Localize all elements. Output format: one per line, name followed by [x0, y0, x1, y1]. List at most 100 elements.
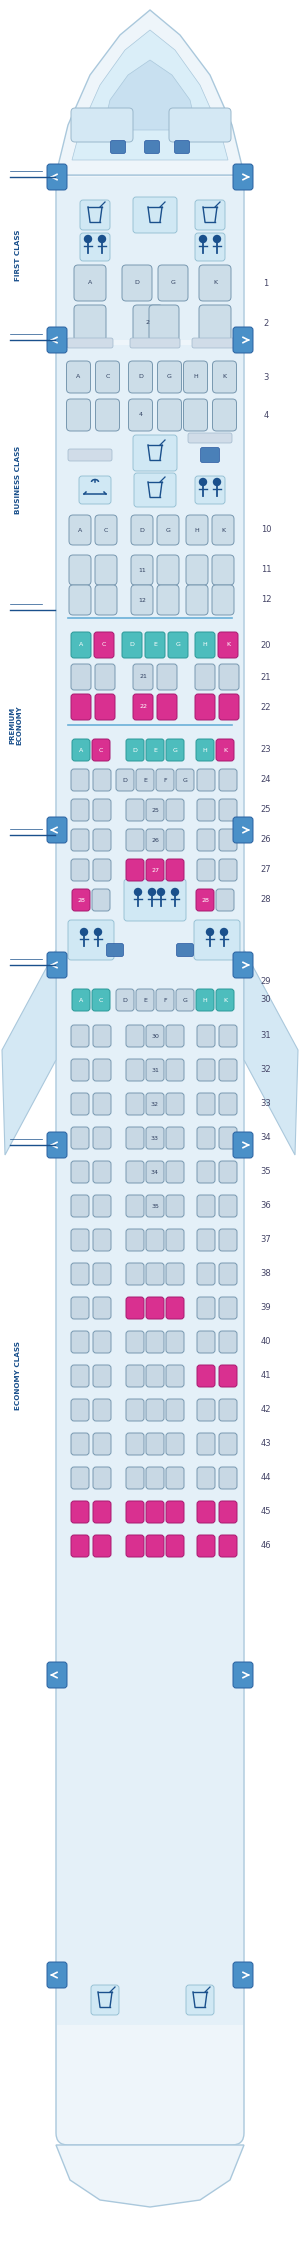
FancyBboxPatch shape — [196, 889, 214, 911]
FancyBboxPatch shape — [166, 1365, 184, 1387]
FancyBboxPatch shape — [197, 1026, 215, 1046]
FancyBboxPatch shape — [166, 1060, 184, 1082]
Text: BUSINESS CLASS: BUSINESS CLASS — [15, 447, 21, 514]
FancyBboxPatch shape — [69, 514, 91, 546]
Text: 40: 40 — [261, 1338, 271, 1347]
FancyBboxPatch shape — [219, 1502, 237, 1522]
Text: 41: 41 — [261, 1372, 271, 1381]
Polygon shape — [56, 9, 244, 175]
FancyBboxPatch shape — [197, 1228, 215, 1250]
FancyBboxPatch shape — [194, 920, 240, 961]
FancyBboxPatch shape — [126, 1298, 144, 1320]
FancyBboxPatch shape — [93, 1399, 111, 1421]
Text: 26: 26 — [261, 835, 271, 844]
Text: 12: 12 — [138, 597, 146, 602]
Text: FIRST CLASS: FIRST CLASS — [15, 229, 21, 281]
FancyBboxPatch shape — [95, 694, 115, 721]
FancyBboxPatch shape — [197, 1264, 215, 1284]
Text: 38: 38 — [261, 1268, 272, 1277]
Text: H: H — [195, 528, 200, 532]
FancyBboxPatch shape — [47, 1131, 67, 1158]
FancyBboxPatch shape — [91, 1985, 119, 2016]
FancyBboxPatch shape — [186, 1985, 214, 2016]
Text: E: E — [143, 777, 147, 784]
FancyBboxPatch shape — [197, 1298, 215, 1320]
FancyBboxPatch shape — [145, 633, 165, 658]
FancyBboxPatch shape — [71, 1264, 89, 1284]
Text: 22: 22 — [139, 705, 147, 709]
Circle shape — [158, 889, 164, 896]
FancyBboxPatch shape — [158, 361, 182, 393]
FancyBboxPatch shape — [134, 474, 176, 507]
FancyBboxPatch shape — [195, 200, 225, 229]
FancyBboxPatch shape — [71, 1536, 89, 1558]
Text: K: K — [223, 997, 227, 1004]
FancyBboxPatch shape — [93, 1331, 111, 1354]
FancyBboxPatch shape — [126, 1127, 144, 1149]
FancyBboxPatch shape — [67, 361, 91, 393]
Text: 22: 22 — [261, 703, 271, 712]
FancyBboxPatch shape — [197, 1365, 215, 1387]
Text: 32: 32 — [261, 1066, 271, 1075]
FancyBboxPatch shape — [166, 860, 184, 880]
FancyBboxPatch shape — [122, 265, 152, 301]
Text: 45: 45 — [261, 1506, 271, 1518]
FancyBboxPatch shape — [71, 665, 91, 689]
Text: 33: 33 — [151, 1136, 159, 1140]
FancyBboxPatch shape — [68, 449, 112, 460]
Polygon shape — [103, 61, 197, 130]
Text: 4: 4 — [263, 411, 268, 420]
FancyBboxPatch shape — [176, 770, 194, 790]
Text: A: A — [79, 642, 83, 647]
FancyBboxPatch shape — [126, 739, 144, 761]
FancyBboxPatch shape — [176, 990, 194, 1010]
Text: 31: 31 — [151, 1069, 159, 1073]
FancyBboxPatch shape — [216, 739, 234, 761]
FancyBboxPatch shape — [233, 1962, 253, 1989]
FancyBboxPatch shape — [71, 633, 91, 658]
FancyBboxPatch shape — [131, 555, 153, 586]
Text: 21: 21 — [139, 674, 147, 680]
FancyBboxPatch shape — [166, 1432, 184, 1455]
Text: 30: 30 — [151, 1033, 159, 1039]
FancyBboxPatch shape — [146, 1365, 164, 1387]
FancyBboxPatch shape — [130, 339, 180, 348]
Text: G: G — [167, 375, 172, 379]
FancyBboxPatch shape — [219, 1298, 237, 1320]
Text: 11: 11 — [138, 568, 146, 572]
Text: 33: 33 — [261, 1100, 272, 1109]
FancyBboxPatch shape — [166, 1194, 184, 1217]
FancyBboxPatch shape — [80, 233, 110, 260]
FancyBboxPatch shape — [199, 265, 231, 301]
FancyBboxPatch shape — [219, 860, 237, 880]
Polygon shape — [2, 950, 56, 1154]
FancyBboxPatch shape — [126, 1161, 144, 1183]
Text: F: F — [163, 777, 167, 784]
FancyBboxPatch shape — [157, 665, 177, 689]
FancyBboxPatch shape — [195, 633, 215, 658]
FancyBboxPatch shape — [216, 889, 234, 911]
Text: 27: 27 — [151, 867, 159, 873]
FancyBboxPatch shape — [233, 817, 253, 844]
FancyBboxPatch shape — [92, 739, 110, 761]
Text: 31: 31 — [261, 1030, 271, 1039]
Circle shape — [172, 889, 178, 896]
FancyBboxPatch shape — [106, 943, 124, 956]
FancyBboxPatch shape — [133, 665, 153, 689]
FancyBboxPatch shape — [116, 990, 134, 1010]
FancyBboxPatch shape — [93, 1432, 111, 1455]
Circle shape — [94, 929, 101, 936]
FancyBboxPatch shape — [219, 1161, 237, 1183]
FancyBboxPatch shape — [133, 305, 163, 341]
FancyBboxPatch shape — [196, 990, 214, 1010]
FancyBboxPatch shape — [146, 828, 164, 851]
FancyBboxPatch shape — [212, 361, 236, 393]
FancyBboxPatch shape — [93, 1127, 111, 1149]
FancyBboxPatch shape — [74, 305, 106, 341]
Text: 30: 30 — [261, 995, 271, 1004]
Text: 28: 28 — [261, 896, 271, 905]
FancyBboxPatch shape — [93, 1060, 111, 1082]
FancyBboxPatch shape — [71, 1127, 89, 1149]
FancyBboxPatch shape — [188, 433, 232, 442]
Circle shape — [85, 236, 92, 242]
